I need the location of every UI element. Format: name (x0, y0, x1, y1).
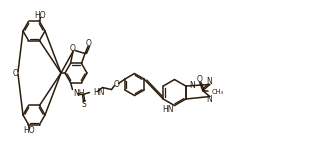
Text: HO: HO (24, 126, 35, 135)
Text: N: N (206, 95, 212, 104)
Text: O: O (13, 68, 19, 78)
Text: HO: HO (35, 11, 46, 20)
Text: N: N (206, 77, 212, 86)
Text: NH: NH (73, 89, 85, 98)
Text: O: O (114, 80, 120, 89)
Text: O: O (70, 45, 76, 53)
Text: HN: HN (94, 88, 105, 97)
Text: O: O (86, 39, 92, 48)
Text: O: O (197, 75, 203, 84)
Text: CH₃: CH₃ (212, 88, 224, 94)
Text: S: S (81, 100, 86, 109)
Text: HN: HN (162, 105, 173, 114)
Text: N: N (189, 81, 194, 89)
